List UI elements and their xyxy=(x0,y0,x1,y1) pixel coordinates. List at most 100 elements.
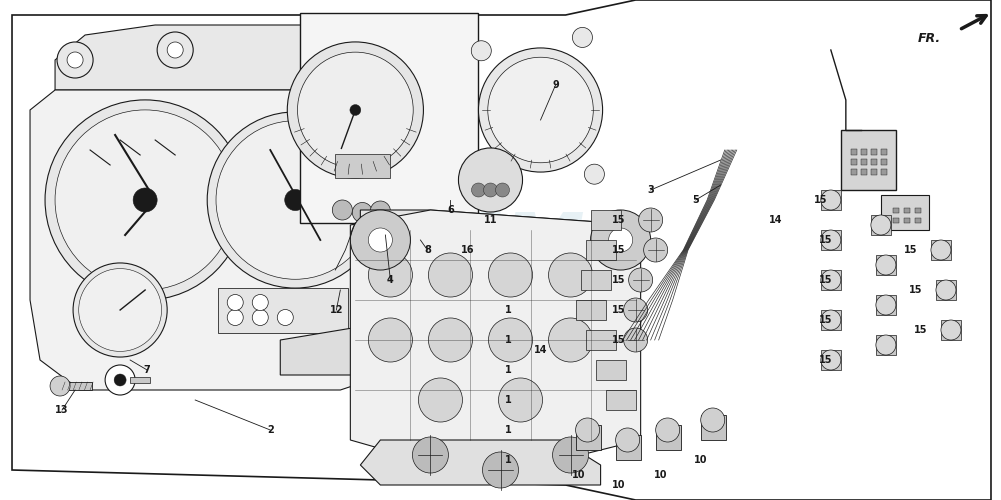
Circle shape xyxy=(368,318,412,362)
Bar xyxy=(606,390,636,410)
Circle shape xyxy=(332,200,352,220)
Bar xyxy=(915,218,921,222)
Bar xyxy=(876,295,896,315)
Text: 8: 8 xyxy=(424,245,430,255)
Polygon shape xyxy=(350,210,641,460)
Circle shape xyxy=(488,253,533,297)
Circle shape xyxy=(553,437,589,473)
Text: OEM: OEM xyxy=(375,210,586,290)
Circle shape xyxy=(418,378,462,422)
Circle shape xyxy=(498,378,543,422)
Circle shape xyxy=(412,437,448,473)
Text: 15: 15 xyxy=(612,335,626,345)
Circle shape xyxy=(352,202,372,222)
Circle shape xyxy=(67,52,83,68)
Text: 13: 13 xyxy=(55,405,69,415)
Circle shape xyxy=(207,112,383,288)
Circle shape xyxy=(483,183,497,197)
Bar xyxy=(876,255,896,275)
Circle shape xyxy=(609,228,633,252)
Circle shape xyxy=(227,294,243,310)
Text: 1: 1 xyxy=(506,455,512,465)
Circle shape xyxy=(629,268,653,292)
Circle shape xyxy=(57,42,93,78)
Bar xyxy=(586,240,616,260)
Circle shape xyxy=(639,208,663,232)
Circle shape xyxy=(313,43,327,57)
Circle shape xyxy=(350,104,360,116)
Bar xyxy=(576,425,601,450)
Polygon shape xyxy=(280,310,420,375)
Circle shape xyxy=(252,294,268,310)
Bar xyxy=(893,218,899,222)
Circle shape xyxy=(482,452,519,488)
Bar xyxy=(821,310,841,330)
Text: 15: 15 xyxy=(612,305,626,315)
Circle shape xyxy=(105,365,135,395)
Circle shape xyxy=(624,298,648,322)
Circle shape xyxy=(227,310,243,326)
Circle shape xyxy=(304,34,336,66)
Bar xyxy=(904,218,910,222)
Circle shape xyxy=(936,280,956,300)
Bar xyxy=(876,335,896,355)
Bar xyxy=(218,288,348,333)
Circle shape xyxy=(487,57,594,163)
Bar xyxy=(871,169,877,175)
Text: 5: 5 xyxy=(693,195,699,205)
Circle shape xyxy=(216,120,374,280)
Circle shape xyxy=(821,310,841,330)
Circle shape xyxy=(573,28,593,48)
Bar xyxy=(861,149,867,155)
Bar xyxy=(851,159,857,165)
Circle shape xyxy=(284,190,306,210)
Circle shape xyxy=(167,42,183,58)
Circle shape xyxy=(471,159,491,180)
Circle shape xyxy=(549,253,593,297)
Text: 14: 14 xyxy=(534,345,548,355)
Polygon shape xyxy=(30,90,430,390)
Bar xyxy=(586,330,616,350)
Bar xyxy=(616,435,641,460)
Circle shape xyxy=(45,100,245,300)
Bar xyxy=(881,195,929,230)
Bar xyxy=(821,230,841,250)
Bar xyxy=(851,169,857,175)
Circle shape xyxy=(471,183,485,197)
Text: 15: 15 xyxy=(819,275,833,285)
Circle shape xyxy=(488,318,533,362)
Circle shape xyxy=(644,238,668,262)
Text: 15: 15 xyxy=(904,245,918,255)
Bar xyxy=(581,270,611,290)
Circle shape xyxy=(55,110,235,290)
Bar xyxy=(841,130,896,190)
Text: 1: 1 xyxy=(506,305,512,315)
Circle shape xyxy=(941,320,961,340)
Bar xyxy=(871,149,877,155)
Circle shape xyxy=(478,48,603,172)
Text: 10: 10 xyxy=(654,470,668,480)
Bar xyxy=(893,208,899,212)
Circle shape xyxy=(871,215,891,235)
Bar xyxy=(130,377,150,383)
Circle shape xyxy=(287,42,423,178)
Bar xyxy=(591,210,621,230)
Circle shape xyxy=(73,263,167,357)
Text: 15: 15 xyxy=(612,275,626,285)
Bar xyxy=(60,382,92,390)
Text: 1: 1 xyxy=(506,425,512,435)
Text: 10: 10 xyxy=(694,455,708,465)
Text: 15: 15 xyxy=(814,195,828,205)
Circle shape xyxy=(876,295,896,315)
Text: 14: 14 xyxy=(769,215,783,225)
Bar xyxy=(871,215,891,235)
Circle shape xyxy=(821,350,841,370)
Polygon shape xyxy=(380,140,460,210)
Text: 15: 15 xyxy=(914,325,928,335)
Circle shape xyxy=(114,374,126,386)
Bar xyxy=(861,159,867,165)
Bar xyxy=(915,208,921,212)
Circle shape xyxy=(549,318,593,362)
Text: 1: 1 xyxy=(506,335,512,345)
Bar xyxy=(871,159,877,165)
